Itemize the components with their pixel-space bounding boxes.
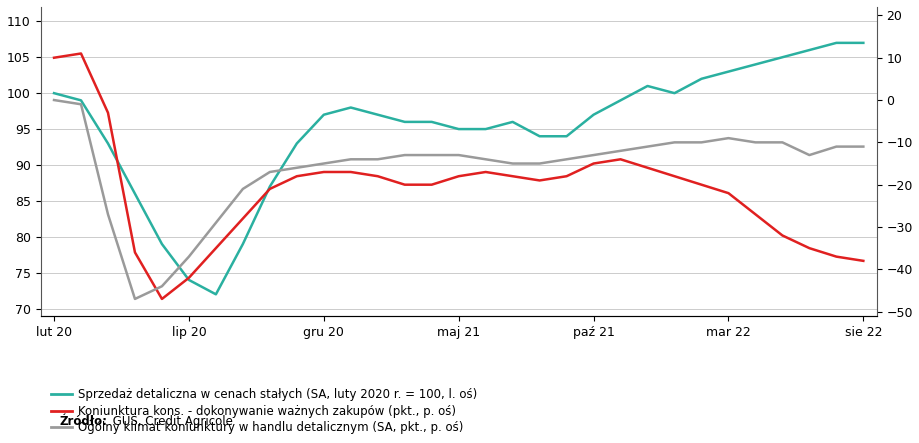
Text: Źródło:: Źródło:	[60, 415, 108, 428]
Text: GUS, Credit Agricole: GUS, Credit Agricole	[108, 415, 233, 428]
Legend: Sprzedaż detaliczna w cenach stałych (SA, luty 2020 r. = 100, l. oś), Koniunktur: Sprzedaż detaliczna w cenach stałych (SA…	[46, 384, 482, 439]
